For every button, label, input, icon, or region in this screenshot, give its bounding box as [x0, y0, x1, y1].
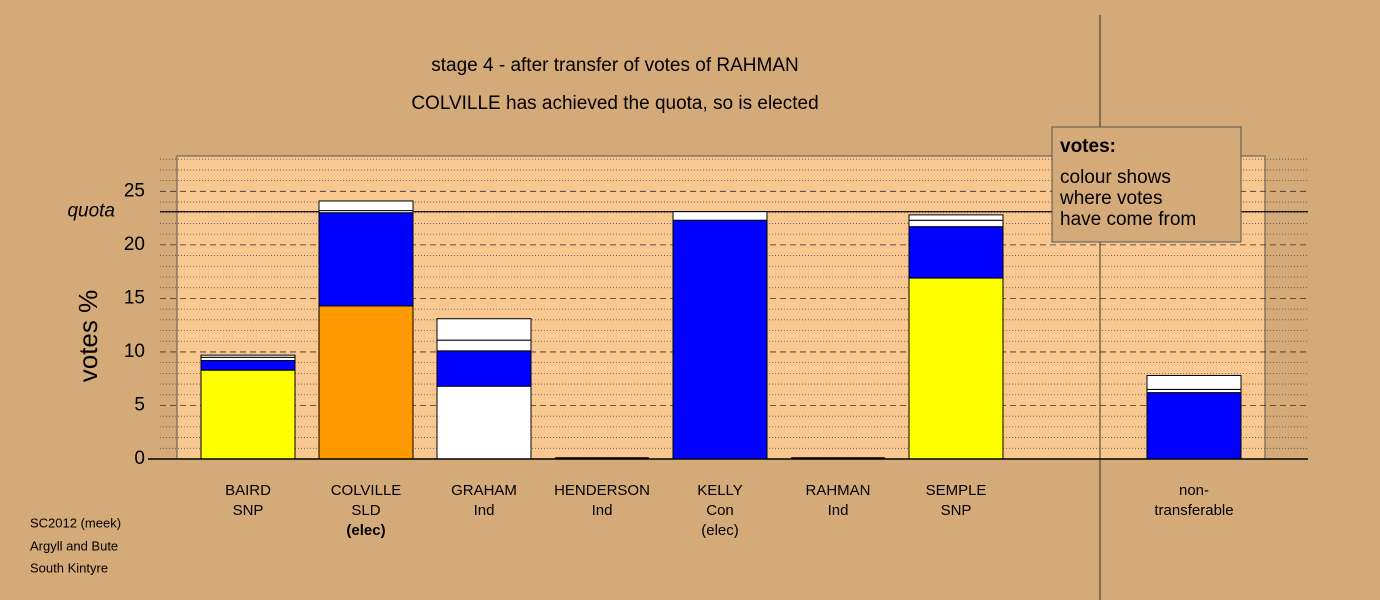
x-tick-label: Ind — [592, 502, 613, 519]
x-tick-label: KELLY — [697, 482, 743, 499]
bar-segment — [908, 214, 1004, 221]
chart-subtitle: COLVILLE has achieved the quota, so is e… — [411, 93, 818, 114]
note-line: colour shows — [1060, 167, 1171, 188]
footer-line: Argyll and Bute — [30, 538, 118, 553]
x-tick-label: SNP — [941, 502, 972, 519]
note-line: where votes — [1059, 188, 1162, 209]
bar-segment — [318, 305, 414, 460]
x-tick-label: GRAHAM — [451, 482, 517, 499]
x-tick-label: transferable — [1154, 502, 1233, 519]
bars — [200, 200, 1242, 460]
x-tick-label: Ind — [474, 502, 495, 519]
bar-segment — [1146, 374, 1242, 390]
x-tick-label: SEMPLE — [926, 482, 987, 499]
bar-segment — [436, 385, 532, 460]
y-tick-label: 20 — [124, 234, 145, 255]
bar-segment — [436, 339, 532, 352]
x-tick-label: SLD — [351, 502, 380, 519]
bar-segment — [908, 277, 1004, 460]
bar-segment — [200, 359, 296, 371]
bar-segment — [318, 200, 414, 212]
y-tick-label: 5 — [134, 394, 145, 415]
bar-segment — [436, 318, 532, 341]
x-tick-label: BAIRD — [225, 482, 271, 499]
quota-label: quota — [67, 201, 115, 222]
note-box — [1051, 126, 1242, 243]
y-tick-label: 10 — [124, 341, 145, 362]
x-tick-label: Con — [706, 502, 734, 519]
note-line: have come from — [1060, 209, 1196, 230]
bar-segment — [672, 219, 768, 460]
bar-segment — [908, 219, 1004, 228]
bar-segment — [318, 212, 414, 307]
y-tick-label: 0 — [134, 448, 145, 469]
x-tick-label: HENDERSON — [554, 482, 650, 499]
x-tick-label: Ind — [828, 502, 849, 519]
footer-line: SC2012 (meek) — [30, 515, 121, 530]
bar-segment — [200, 354, 296, 358]
bar-segment — [672, 211, 768, 221]
x-tick-label: non- — [1179, 482, 1209, 499]
bar-segment — [436, 350, 532, 387]
status-label: (elec) — [346, 522, 385, 539]
bar-segment — [1146, 392, 1242, 460]
x-tick-label: RAHMAN — [805, 482, 870, 499]
bar-segment — [908, 226, 1004, 279]
footer-line: South Kintyre — [30, 560, 108, 575]
chart-title: stage 4 - after transfer of votes of RAH… — [431, 55, 798, 76]
bar-segment — [200, 369, 296, 460]
y-axis-label: votes % — [73, 290, 103, 383]
y-tick-label: 25 — [124, 180, 145, 201]
note-title: votes: — [1060, 136, 1116, 157]
y-tick-label: 15 — [124, 287, 145, 308]
status-label: (elec) — [701, 522, 739, 539]
x-tick-label: COLVILLE — [331, 482, 402, 499]
x-tick-label: SNP — [233, 502, 264, 519]
